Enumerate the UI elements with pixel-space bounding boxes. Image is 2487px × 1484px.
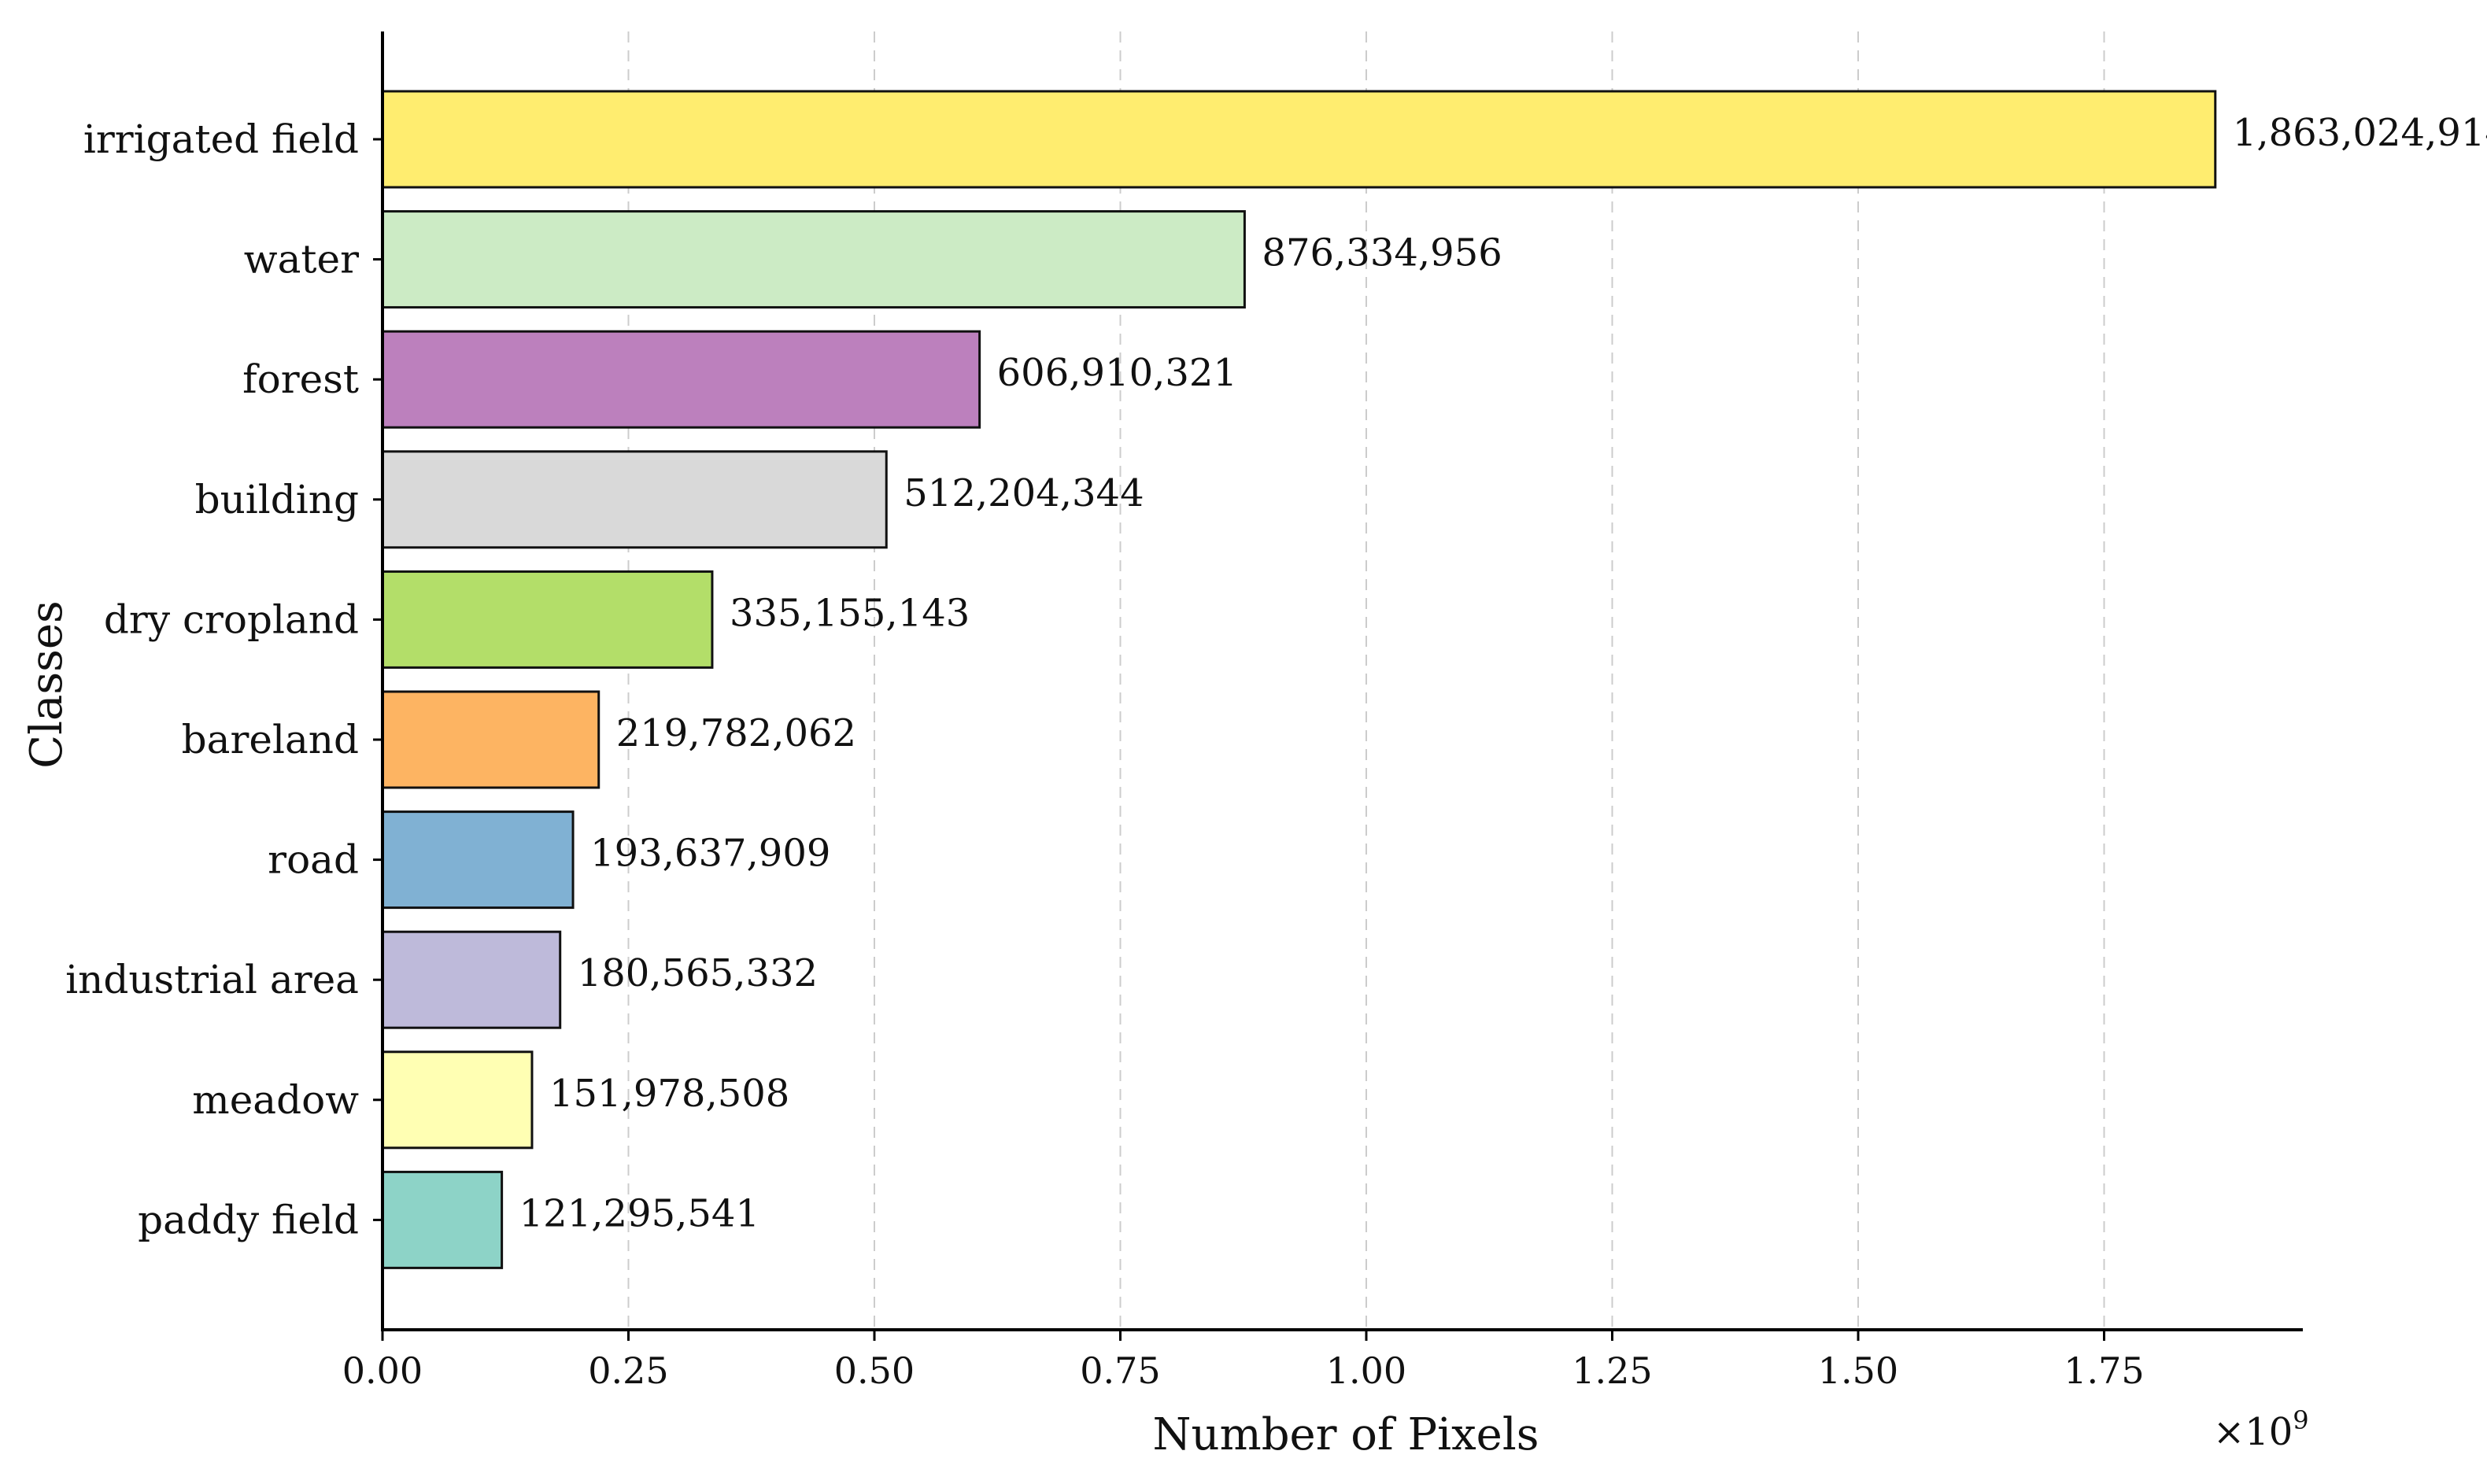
- x-ticks: 0.00 0.25 0.50 0.75 1.00 1.25 1.50 1.75: [342, 1330, 2145, 1392]
- bar: [381, 1170, 504, 1269]
- x-tick-label: 1.50: [1818, 1349, 1898, 1392]
- x-tick-label: 0.50: [834, 1349, 915, 1392]
- x-tick-label: 1.25: [1572, 1349, 1652, 1392]
- bar: [381, 1050, 534, 1150]
- category-label: bareland: [182, 717, 359, 762]
- category-label: industrial area: [65, 957, 359, 1002]
- x-axis-title: Number of Pixels: [1153, 1409, 1539, 1460]
- category-labels: irrigated field water forest building dry cr…: [65, 116, 382, 1242]
- data-label: 512,204,344: [904, 471, 1144, 515]
- category-label: meadow: [192, 1077, 359, 1123]
- x-scale-exponent: 9: [2293, 1405, 2308, 1435]
- y-axis-title: Classes: [21, 600, 72, 769]
- bar: [381, 810, 575, 910]
- category-label: forest: [242, 356, 359, 402]
- bar: [381, 450, 888, 549]
- x-tick-label: 1.00: [1326, 1349, 1406, 1392]
- category-label: building: [195, 477, 359, 522]
- category-label: paddy field: [138, 1197, 359, 1242]
- data-label: 180,565,332: [578, 951, 818, 995]
- x-tick-label: 0.00: [342, 1349, 423, 1392]
- bar: [381, 930, 562, 1029]
- bar: [381, 90, 2217, 189]
- x-tick-label: 1.75: [2064, 1349, 2144, 1392]
- data-label: 1,863,024,914: [2233, 111, 2487, 155]
- bar: [381, 330, 981, 429]
- bars: [381, 90, 2217, 1269]
- data-label: 121,295,541: [519, 1191, 759, 1235]
- x-scale-exponent-label: ×109: [2213, 1405, 2309, 1454]
- category-label: water: [244, 237, 359, 282]
- category-label: road: [268, 837, 359, 883]
- x-tick-label: 0.25: [588, 1349, 668, 1392]
- bar: [381, 210, 1246, 309]
- data-label: 151,978,508: [549, 1072, 789, 1116]
- data-label: 193,637,909: [590, 832, 830, 876]
- bar: [381, 570, 714, 669]
- data-label: 335,155,143: [730, 591, 970, 635]
- data-labels: 1,863,024,914 876,334,956 606,910,321 512,2…: [519, 111, 2487, 1235]
- category-label: dry cropland: [104, 596, 359, 642]
- data-label: 219,782,062: [616, 711, 856, 755]
- data-label: 876,334,956: [1262, 231, 1502, 275]
- category-label: irrigated field: [83, 116, 359, 162]
- x-scale-base: ×10: [2213, 1410, 2293, 1454]
- data-label: 606,910,321: [997, 351, 1237, 395]
- bar: [381, 690, 601, 789]
- axes: [381, 31, 2303, 1331]
- x-tick-label: 0.75: [1080, 1349, 1160, 1392]
